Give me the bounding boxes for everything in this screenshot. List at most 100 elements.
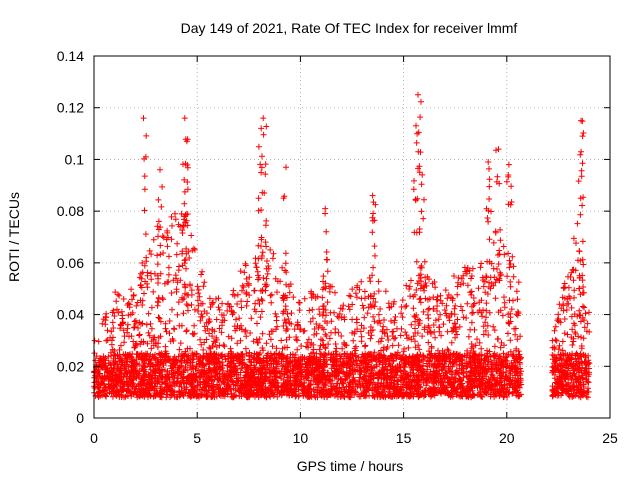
data-point-marker (154, 261, 161, 268)
data-point-marker (148, 379, 155, 386)
data-point-marker (468, 319, 475, 326)
data-point-marker (141, 207, 148, 214)
data-point-marker (430, 305, 437, 312)
data-point-marker (99, 320, 106, 327)
data-point-marker (144, 269, 151, 276)
data-point-marker (199, 268, 206, 275)
data-point-marker (436, 324, 443, 331)
data-point-marker (264, 270, 271, 277)
data-point-marker (338, 376, 345, 383)
data-point-marker (426, 348, 432, 355)
data-point-marker (449, 371, 456, 378)
data-point-marker (332, 289, 338, 296)
data-point-marker (388, 318, 394, 324)
data-point-marker (141, 173, 148, 180)
data-point-marker (147, 360, 154, 367)
data-point-marker (256, 301, 263, 307)
data-point-marker (242, 260, 249, 267)
data-point-marker (341, 314, 348, 320)
data-point-marker (285, 360, 292, 367)
data-point-marker (172, 216, 179, 223)
data-point-marker (318, 336, 324, 343)
data-point-marker (189, 247, 196, 254)
data-point-marker (263, 217, 270, 224)
data-point-marker (273, 345, 280, 352)
data-point-marker (399, 297, 406, 304)
data-point-marker (148, 304, 155, 311)
data-point-marker (239, 287, 245, 294)
data-point-marker (479, 313, 486, 320)
data-point-marker (191, 306, 198, 313)
data-point-marker (503, 373, 510, 380)
data-point-marker (474, 391, 481, 398)
data-point-marker (238, 298, 245, 305)
data-point-marker (495, 252, 501, 258)
data-point-marker (168, 290, 175, 296)
data-point-marker (125, 312, 132, 319)
data-point-marker (309, 349, 316, 356)
data-point-marker (197, 317, 204, 324)
data-point-marker (238, 365, 245, 372)
data-point-marker (159, 183, 166, 190)
data-point-marker (157, 251, 164, 258)
data-point-marker (250, 369, 257, 376)
data-point-marker (452, 302, 459, 309)
data-point-marker (263, 275, 270, 282)
data-point-marker (445, 365, 452, 372)
data-point-marker (441, 350, 448, 356)
data-point-marker (144, 340, 151, 347)
data-point-marker (452, 375, 459, 382)
data-point-marker (156, 315, 163, 322)
data-point-marker (425, 339, 432, 346)
data-point-marker (372, 299, 379, 305)
data-point-marker (479, 394, 486, 400)
data-point-marker (508, 306, 515, 313)
data-point-marker (476, 339, 483, 346)
data-point-marker (354, 294, 360, 301)
data-point-marker (316, 311, 323, 318)
data-point-marker (326, 288, 333, 295)
data-point-marker (319, 294, 326, 301)
data-point-marker (456, 377, 463, 384)
data-point-marker (246, 375, 253, 382)
data-point-marker (560, 302, 567, 309)
data-point-marker (464, 300, 471, 307)
data-point-marker (586, 360, 593, 367)
data-point-marker (234, 301, 241, 307)
data-point-marker (181, 188, 188, 195)
data-point-marker (254, 320, 260, 327)
data-point-marker (517, 333, 524, 340)
data-point-marker (118, 391, 125, 398)
data-point-marker (375, 278, 382, 285)
data-point-marker (210, 338, 217, 345)
data-point-marker (283, 281, 290, 288)
data-point-marker (338, 314, 345, 321)
data-point-marker (242, 327, 249, 334)
data-point-marker (186, 255, 193, 261)
data-point-marker (369, 392, 376, 399)
data-point-marker (160, 296, 166, 303)
data-point-marker (110, 325, 117, 331)
data-point-marker (233, 352, 239, 359)
data-point-marker (294, 346, 301, 353)
data-point-marker (570, 235, 577, 242)
data-point-marker (163, 371, 170, 378)
data-point-marker (92, 357, 99, 364)
data-point-marker (549, 337, 556, 344)
data-point-marker (420, 308, 427, 315)
data-point-marker (213, 344, 220, 350)
data-point-marker (258, 308, 265, 315)
data-point-marker (286, 289, 293, 296)
data-point-marker (371, 364, 378, 371)
data-point-marker (416, 392, 423, 399)
data-point-marker (171, 326, 178, 333)
data-point-marker (241, 269, 248, 276)
data-point-marker (232, 327, 239, 334)
data-point-marker (264, 258, 270, 264)
data-point-marker (251, 287, 258, 294)
data-point-marker (370, 353, 377, 360)
data-point-marker (478, 260, 485, 267)
data-point-marker (371, 290, 378, 297)
data-point-marker (390, 380, 397, 387)
data-point-marker (108, 341, 115, 348)
